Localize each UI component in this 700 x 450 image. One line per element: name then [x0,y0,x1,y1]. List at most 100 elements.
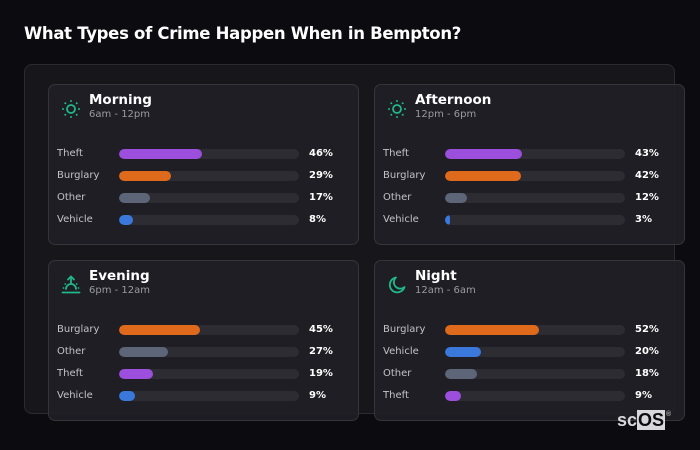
bar-label: Theft [383,390,409,401]
sunset-icon [61,275,81,294]
bar-label: Burglary [57,170,100,181]
bar-row: Vehicle 20% [375,345,684,367]
bar-track [119,215,299,225]
bar-value: 29% [309,170,333,181]
bar-track [445,391,625,401]
scos-logo: sc OS ® [617,410,671,430]
logo-sc: sc [617,410,638,430]
bar-fill [119,215,134,225]
chart-title: What Types of Crime Happen When in Bempt… [24,24,462,43]
bar-track [445,171,625,181]
bar-label: Theft [57,368,83,379]
sun-icon [388,100,406,118]
bar-value: 8% [309,214,326,225]
bar-fill [445,347,481,357]
bar-row: Other 27% [49,345,358,367]
bar-label: Vehicle [383,346,419,357]
bar-label: Other [57,192,86,203]
bar-track [119,171,299,181]
bar-track [445,347,625,357]
card-title: Afternoon [415,92,492,108]
bar-value: 19% [309,368,333,379]
bar-value: 45% [309,324,333,335]
bar-fill [119,369,154,379]
bar-track [445,325,625,335]
bar-fill [119,325,200,335]
card-evening: Evening 6pm - 12am Burglary 45% Other 27… [48,260,359,421]
card-afternoon: Afternoon 12pm - 6pm Theft 43% Burglary … [374,84,685,245]
bar-row: Theft 9% [375,389,684,411]
bar-fill [445,391,462,401]
bar-fill [119,193,150,203]
bar-fill [119,347,168,357]
card-morning: Morning 6am - 12pm Theft 46% Burglary 29… [48,84,359,245]
bar-label: Other [383,192,412,203]
bar-fill [445,193,467,203]
bar-fill [119,149,202,159]
bar-row: Vehicle 8% [49,213,358,235]
bar-track [119,369,299,379]
bar-value: 43% [635,148,659,159]
bar-track [119,325,299,335]
bar-row: Other 17% [49,191,358,213]
registered-mark: ® [666,411,672,418]
bar-label: Vehicle [57,214,93,225]
bar-value: 46% [309,148,333,159]
bar-track [119,193,299,203]
bar-label: Theft [57,148,83,159]
bar-label: Vehicle [383,214,419,225]
bar-label: Theft [383,148,409,159]
bar-fill [445,171,521,181]
bar-value: 20% [635,346,659,357]
bar-value: 18% [635,368,659,379]
card-title: Evening [89,268,150,284]
time-range: 12pm - 6pm [415,109,477,120]
bar-label: Other [57,346,86,357]
bar-label: Burglary [383,170,426,181]
bar-track [445,215,625,225]
bar-row: Other 12% [375,191,684,213]
bar-label: Burglary [57,324,100,335]
bar-fill [445,149,523,159]
bar-value: 42% [635,170,659,181]
bar-row: Other 18% [375,367,684,389]
bar-row: Burglary 52% [375,323,684,345]
sun-icon [62,100,80,118]
bar-row: Burglary 29% [49,169,358,191]
bar-row: Theft 19% [49,367,358,389]
bar-row: Theft 43% [375,147,684,169]
bar-value: 12% [635,192,659,203]
bar-fill [119,391,136,401]
moon-icon [388,276,406,294]
bar-value: 27% [309,346,333,357]
bar-row: Burglary 42% [375,169,684,191]
bar-track [119,391,299,401]
bar-row: Vehicle 3% [375,213,684,235]
bar-track [119,347,299,357]
time-range: 12am - 6am [415,285,476,296]
bar-track [445,149,625,159]
bar-track [445,369,625,379]
bar-value: 9% [635,390,652,401]
bar-fill [445,215,451,225]
bar-label: Burglary [383,324,426,335]
bar-value: 17% [309,192,333,203]
card-night: Night 12am - 6am Burglary 52% Vehicle 20… [374,260,685,421]
bar-label: Vehicle [57,390,93,401]
bar-value: 52% [635,324,659,335]
bar-fill [445,325,539,335]
bar-value: 3% [635,214,652,225]
bar-row: Theft 46% [49,147,358,169]
bar-fill [119,171,172,181]
bar-value: 9% [309,390,326,401]
bar-row: Burglary 45% [49,323,358,345]
bar-track [445,193,625,203]
time-range: 6am - 12pm [89,109,151,120]
logo-os: OS [637,410,666,430]
bar-track [119,149,299,159]
bar-fill [445,369,478,379]
bar-row: Vehicle 9% [49,389,358,411]
bar-label: Other [383,368,412,379]
card-title: Night [415,268,457,284]
time-range: 6pm - 12am [89,285,151,296]
